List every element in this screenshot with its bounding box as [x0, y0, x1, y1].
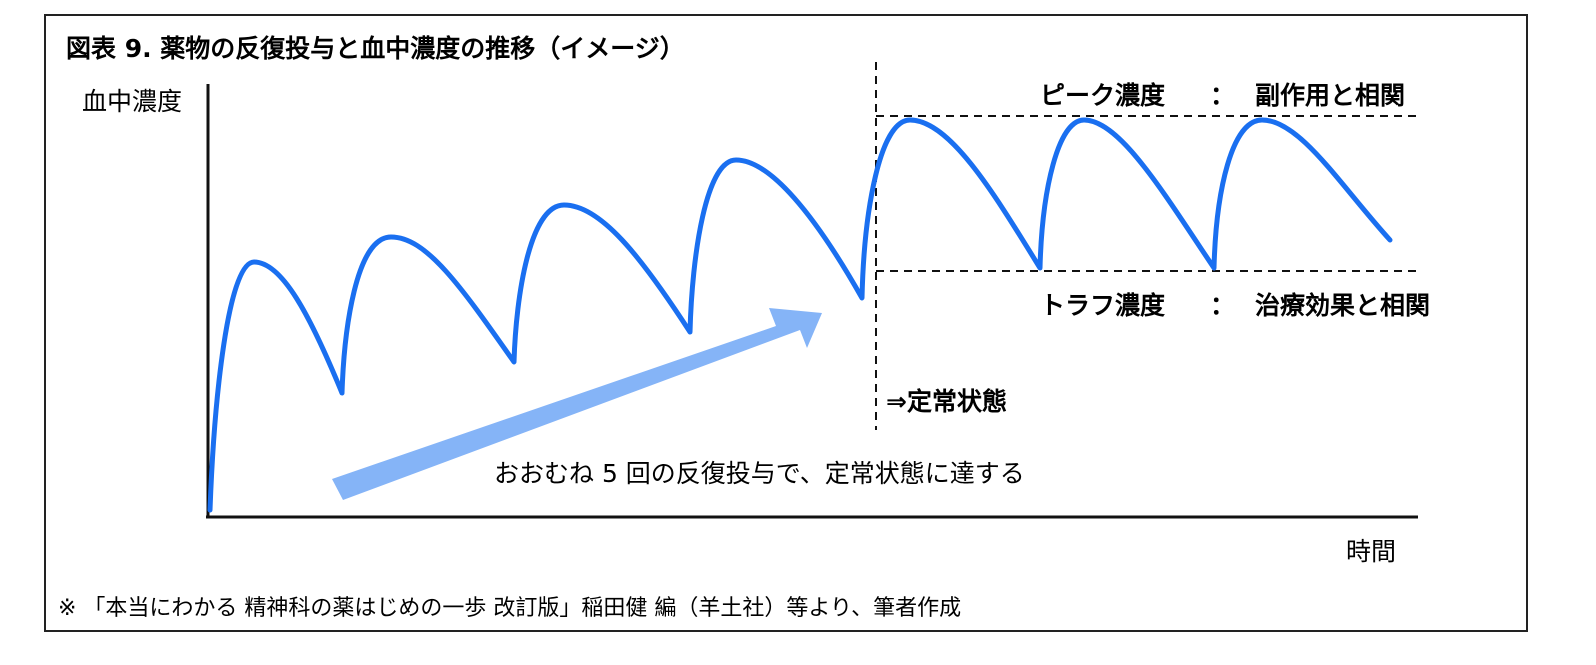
- figure-title: 図表 9. 薬物の反復投与と血中濃度の推移（イメージ）: [66, 34, 685, 63]
- peak-label: ピーク濃度: [1040, 81, 1165, 110]
- trough-meaning: 治療効果と相関: [1255, 291, 1430, 320]
- accumulation-arrow: [332, 308, 822, 500]
- concentration-curve: [207, 117, 1393, 513]
- peak-separator: ：: [1210, 81, 1235, 110]
- steady-state-label: ⇒定常状態: [886, 387, 1007, 416]
- trough-label: トラフ濃度: [1040, 291, 1165, 320]
- y-axis-label: 血中濃度: [82, 87, 182, 116]
- arrow-caption: おおむね 5 回の反復投与で、定常状態に達する: [494, 459, 1025, 488]
- peak-meaning: 副作用と相関: [1255, 81, 1405, 110]
- trough-separator: ：: [1210, 291, 1235, 320]
- source-note: ※ 「本当にわかる 精神科の薬はじめの一歩 改訂版」稲田健 編（羊土社）等より、…: [58, 596, 961, 621]
- figure-frame: [44, 14, 1528, 632]
- x-axis-label: 時間: [1346, 537, 1396, 566]
